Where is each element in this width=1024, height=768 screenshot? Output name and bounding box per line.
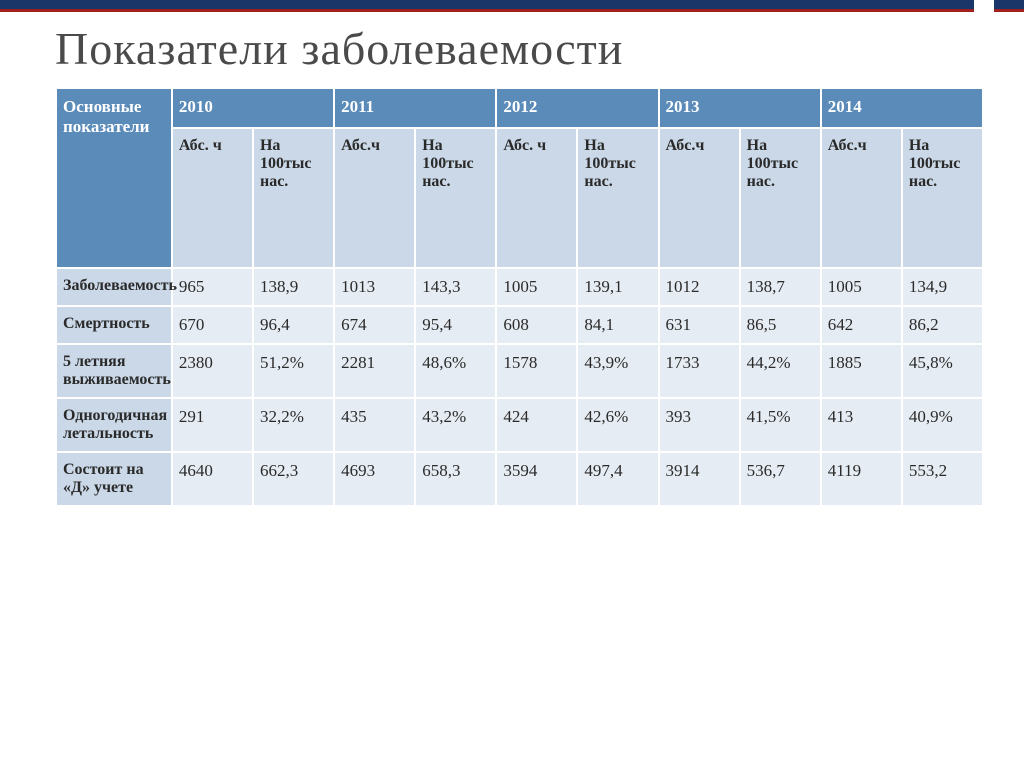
cell: 631 xyxy=(659,306,740,344)
cell: 4693 xyxy=(334,452,415,506)
row-label-2: 5 летняя выживаемость xyxy=(56,344,172,398)
cell: 138,7 xyxy=(740,268,821,306)
row-label-4: Состоит на «Д» учете xyxy=(56,452,172,506)
cell: 497,4 xyxy=(577,452,658,506)
header-year-0: 2010 xyxy=(172,88,334,128)
morbidity-table: Основные показатели 2010 2011 2012 2013 … xyxy=(55,87,984,507)
header-year-4: 2014 xyxy=(821,88,983,128)
cell: 3594 xyxy=(496,452,577,506)
sub-rate-4: На 100тыс нас. xyxy=(902,128,983,268)
sub-abs-1: Абс.ч xyxy=(334,128,415,268)
cell: 424 xyxy=(496,398,577,452)
cell: 134,9 xyxy=(902,268,983,306)
sub-abs-3: Абс.ч xyxy=(659,128,740,268)
cell: 43,2% xyxy=(415,398,496,452)
cell: 291 xyxy=(172,398,253,452)
cell: 536,7 xyxy=(740,452,821,506)
cell: 40,9% xyxy=(902,398,983,452)
row-label-1: Смертность xyxy=(56,306,172,344)
page-title: Показатели заболеваемости xyxy=(55,22,984,75)
cell: 96,4 xyxy=(253,306,334,344)
cell: 670 xyxy=(172,306,253,344)
cell: 45,8% xyxy=(902,344,983,398)
header-row-sub: Абс. ч На 100тыс нас. Абс.ч На 100тыс на… xyxy=(56,128,983,268)
cell: 41,5% xyxy=(740,398,821,452)
table-body: Заболеваемость 965 138,9 1013 143,3 1005… xyxy=(56,268,983,506)
sub-abs-2: Абс. ч xyxy=(496,128,577,268)
cell: 1013 xyxy=(334,268,415,306)
cell: 658,3 xyxy=(415,452,496,506)
cell: 4119 xyxy=(821,452,902,506)
cell: 3914 xyxy=(659,452,740,506)
cell: 1012 xyxy=(659,268,740,306)
cell: 84,1 xyxy=(577,306,658,344)
cell: 2380 xyxy=(172,344,253,398)
sub-rate-0: На 100тыс нас. xyxy=(253,128,334,268)
header-year-1: 2011 xyxy=(334,88,496,128)
cell: 1733 xyxy=(659,344,740,398)
cell: 413 xyxy=(821,398,902,452)
header-row-years: Основные показатели 2010 2011 2012 2013 … xyxy=(56,88,983,128)
top-border xyxy=(0,0,1024,12)
cell: 48,6% xyxy=(415,344,496,398)
cell: 44,2% xyxy=(740,344,821,398)
cell: 1005 xyxy=(821,268,902,306)
cell: 642 xyxy=(821,306,902,344)
sub-rate-3: На 100тыс нас. xyxy=(740,128,821,268)
cell: 139,1 xyxy=(577,268,658,306)
cell: 674 xyxy=(334,306,415,344)
cell: 42,6% xyxy=(577,398,658,452)
header-year-2: 2012 xyxy=(496,88,658,128)
cell: 4640 xyxy=(172,452,253,506)
table-row: Одногодичная летальность 291 32,2% 435 4… xyxy=(56,398,983,452)
content-area: Показатели заболеваемости Основные показ… xyxy=(0,12,1024,522)
row-label-0: Заболеваемость xyxy=(56,268,172,306)
cell: 143,3 xyxy=(415,268,496,306)
cell: 43,9% xyxy=(577,344,658,398)
cell: 608 xyxy=(496,306,577,344)
cell: 95,4 xyxy=(415,306,496,344)
cell: 553,2 xyxy=(902,452,983,506)
cell: 2281 xyxy=(334,344,415,398)
sub-rate-2: На 100тыс нас. xyxy=(577,128,658,268)
cell: 51,2% xyxy=(253,344,334,398)
table-row: Состоит на «Д» учете 4640 662,3 4693 658… xyxy=(56,452,983,506)
cell: 86,5 xyxy=(740,306,821,344)
cell: 32,2% xyxy=(253,398,334,452)
header-main-label: Основные показатели xyxy=(56,88,172,268)
row-label-3: Одногодичная летальность xyxy=(56,398,172,452)
cell: 1885 xyxy=(821,344,902,398)
table-row: Заболеваемость 965 138,9 1013 143,3 1005… xyxy=(56,268,983,306)
cell: 86,2 xyxy=(902,306,983,344)
sub-rate-1: На 100тыс нас. xyxy=(415,128,496,268)
cell: 435 xyxy=(334,398,415,452)
cell: 662,3 xyxy=(253,452,334,506)
table-row: Смертность 670 96,4 674 95,4 608 84,1 63… xyxy=(56,306,983,344)
sub-abs-0: Абс. ч xyxy=(172,128,253,268)
sub-abs-4: Абс.ч xyxy=(821,128,902,268)
cell: 393 xyxy=(659,398,740,452)
header-year-3: 2013 xyxy=(659,88,821,128)
table-row: 5 летняя выживаемость 2380 51,2% 2281 48… xyxy=(56,344,983,398)
cell: 965 xyxy=(172,268,253,306)
cell: 138,9 xyxy=(253,268,334,306)
cell: 1005 xyxy=(496,268,577,306)
cell: 1578 xyxy=(496,344,577,398)
